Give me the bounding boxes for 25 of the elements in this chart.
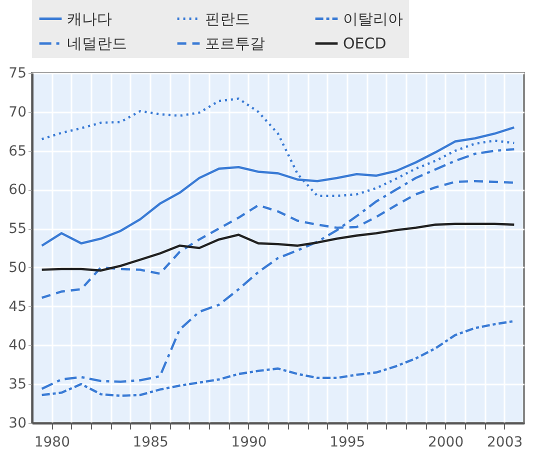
y-tick-label: 60 <box>8 182 26 198</box>
legend-label: 핀란드 <box>205 10 250 28</box>
line-series <box>40 320 516 397</box>
y-tick-label: 65 <box>8 143 26 160</box>
y-tick-label: 30 <box>8 416 26 432</box>
y-tick-label: 45 <box>8 298 26 315</box>
line-series <box>40 148 516 390</box>
y-tick-label: 50 <box>8 260 26 276</box>
legend-label: 네덜란드 <box>67 34 127 52</box>
y-tick-label: 70 <box>8 104 26 120</box>
legend-label: OECD <box>343 34 386 52</box>
legend-label: 이탈리아 <box>343 10 403 28</box>
x-tick-label: 1995 <box>330 434 366 450</box>
y-tick-label: 40 <box>8 338 26 354</box>
line-series <box>40 222 516 272</box>
y-tick-label: 35 <box>8 376 26 393</box>
y-tick-label: 55 <box>8 221 26 238</box>
y-tick-label: 75 <box>8 66 26 82</box>
x-tick-label: 1980 <box>34 434 70 450</box>
legend-label: 포르투갈 <box>205 34 265 52</box>
x-tick-label: 1985 <box>132 434 168 450</box>
legend-label: 캐나다 <box>67 10 112 28</box>
x-tick-label: 2000 <box>428 434 464 450</box>
x-tick-label: 1990 <box>231 434 267 450</box>
x-tick-label: 2003 <box>487 434 523 450</box>
